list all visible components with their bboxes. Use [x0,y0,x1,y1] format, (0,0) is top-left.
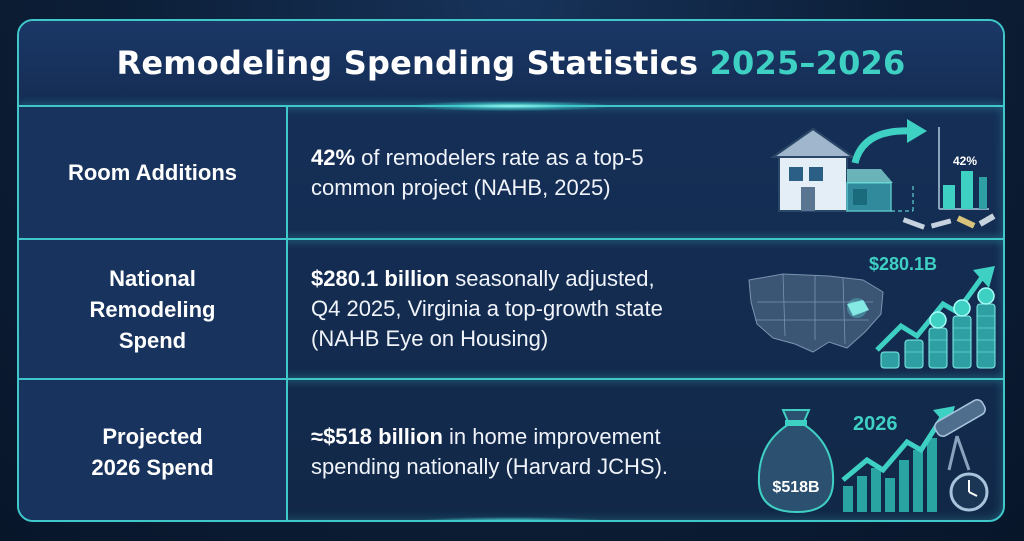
row-text-line: spending nationally (Harvard JCHS). [311,454,669,479]
row-description: 42% of remodelers rate as a top-5 common… [289,143,644,203]
column-divider [286,105,288,520]
row-label-line: Room Additions [67,160,238,185]
row-text-line: seasonally adjusted, [449,266,655,291]
spend-value-label: $280.1B [869,254,937,274]
row-description: $280.1 billion seasonally adjusted, Q4 2… [289,264,663,354]
divider-row-2 [19,378,1003,380]
row-highlight: 42% [311,144,356,170]
row-highlight: ≈$518 billion [311,424,443,449]
row-text-line: in home improvement [442,424,661,449]
row-text-line: common project (NAHB, 2025) [311,174,611,200]
row-label: Projected 2026 Spend [91,421,213,483]
year-label: 2026 [853,413,898,435]
row-room-additions: Room Additions 42% of remodelers rate as… [19,107,1003,238]
house-addition-icon: 42% [743,107,1003,238]
stats-table: Remodeling Spending Statistics 2025–2026… [17,19,1005,522]
row-label-line: Projected [102,424,203,449]
row-label-line: 2026 Spend [91,455,214,480]
row-national-spend: National Remodeling Spend $280.1 billion… [19,240,1003,378]
row-text-line: (NAHB Eye on Housing) [311,326,549,351]
row-highlight: $280.1 billion [311,266,450,291]
row-text-line: of remodelers rate as a top-5 [355,144,644,170]
row-label-line: Remodeling [89,296,216,322]
row-label-cell: National Remodeling Spend [19,240,286,378]
title-main: Remodeling Spending Statistics [116,44,699,82]
row-label: Room Additions [68,157,237,188]
row-description-cell: 42% of remodelers rate as a top-5 common… [289,107,749,238]
row-description-cell: ≈$518 billion in home improvement spendi… [289,380,749,520]
divider-row-1 [19,238,1003,240]
chart-value-label: 42% [953,154,977,168]
bag-value-label: $518B [772,479,819,496]
row-label-cell: Projected 2026 Spend [19,380,286,520]
bottom-glow [411,517,611,520]
row-label-line: National [109,265,196,291]
title-bar: Remodeling Spending Statistics 2025–2026 [19,21,1003,105]
row-text-line: Q4 2025, Virginia a top-growth state [311,296,663,321]
row-description-cell: $280.1 billion seasonally adjusted, Q4 2… [289,240,749,378]
row-description: ≈$518 billion in home improvement spendi… [289,422,668,482]
page-title: Remodeling Spending Statistics 2025–2026 [117,44,906,82]
row-projected-spend: Projected 2026 Spend ≈$518 billion in ho… [19,380,1003,520]
divider-glow [411,101,611,111]
money-bag-growth-icon: $518B 2026 [743,380,1003,520]
row-label-cell: Room Additions [19,107,286,238]
row-label: National Remodeling Spend [90,263,216,356]
row-label-line: Spend [118,327,187,353]
title-years: 2025–2026 [709,44,906,82]
us-map-coins-icon: $280.1B [743,240,1003,378]
